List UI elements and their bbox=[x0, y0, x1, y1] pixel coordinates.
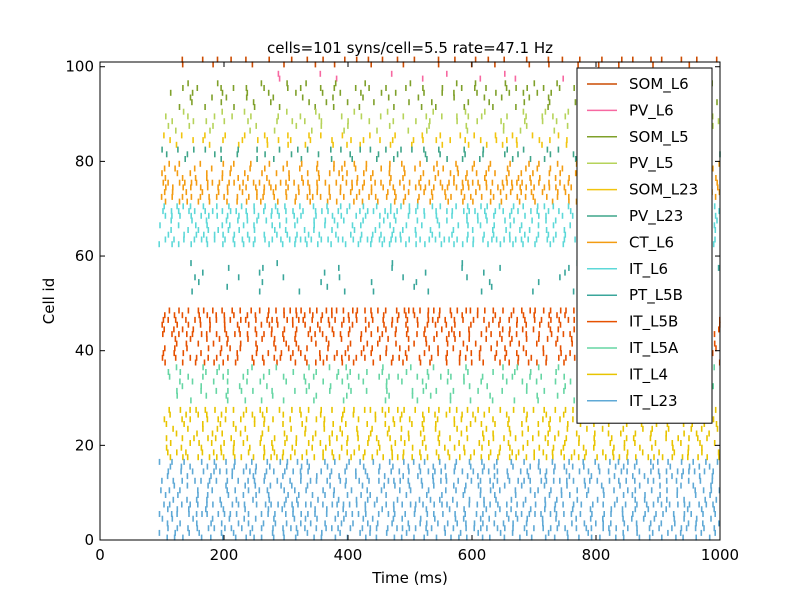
y-axis-label: Cell id bbox=[40, 278, 58, 325]
x-tick-label: 1000 bbox=[701, 546, 739, 564]
x-axis-label: Time (ms) bbox=[371, 569, 448, 587]
y-tick-label: 0 bbox=[84, 531, 94, 549]
y-tick-label: 80 bbox=[75, 152, 94, 170]
legend-label-IT_L5B: IT_L5B bbox=[629, 313, 678, 332]
legend-label-CT_L6: CT_L6 bbox=[629, 233, 674, 252]
legend-label-SOM_L23: SOM_L23 bbox=[629, 181, 698, 200]
plot-area-frame bbox=[99, 61, 721, 541]
population-spikes-PV_L23 bbox=[161, 146, 721, 162]
legend-label-PV_L6: PV_L6 bbox=[629, 101, 674, 120]
legend-label-IT_L23: IT_L23 bbox=[629, 392, 678, 411]
y-tick-label: 20 bbox=[75, 436, 94, 454]
legend-label-SOM_L5: SOM_L5 bbox=[629, 128, 689, 147]
x-tick-label: 600 bbox=[458, 546, 487, 564]
legend-label-IT_L6: IT_L6 bbox=[629, 260, 668, 279]
legend: SOM_L6 PV_L6 SOM_L5 PV_L5 SOM_L23 PV_L23 CT_L6… bbox=[576, 67, 713, 424]
legend-box bbox=[576, 67, 713, 424]
legend-label-PV_L5: PV_L5 bbox=[629, 154, 674, 173]
legend-label-SOM_L6: SOM_L6 bbox=[629, 75, 689, 94]
chart-title: cells=101 syns/cell=5.5 rate=47.1 Hz bbox=[267, 39, 553, 57]
y-axis-ticks: 0 20 40 60 80 100 bbox=[65, 58, 720, 549]
legend-label-PV_L23: PV_L23 bbox=[629, 207, 683, 226]
y-tick-label: 100 bbox=[65, 58, 94, 76]
y-tick-label: 40 bbox=[75, 342, 94, 360]
x-tick-label: 400 bbox=[334, 546, 363, 564]
x-axis-ticks: 0 200 400 600 800 1000 bbox=[95, 62, 739, 564]
population-spikes-IT_L23 bbox=[158, 458, 721, 541]
y-tick-label: 60 bbox=[75, 247, 94, 265]
x-tick-label: 0 bbox=[95, 546, 105, 564]
x-tick-label: 200 bbox=[210, 546, 239, 564]
legend-label-IT_L4: IT_L4 bbox=[629, 365, 668, 384]
x-tick-label: 800 bbox=[582, 546, 611, 564]
legend-label-PT_L5B: PT_L5B bbox=[629, 286, 683, 305]
legend-label-IT_L5A: IT_L5A bbox=[629, 339, 679, 358]
